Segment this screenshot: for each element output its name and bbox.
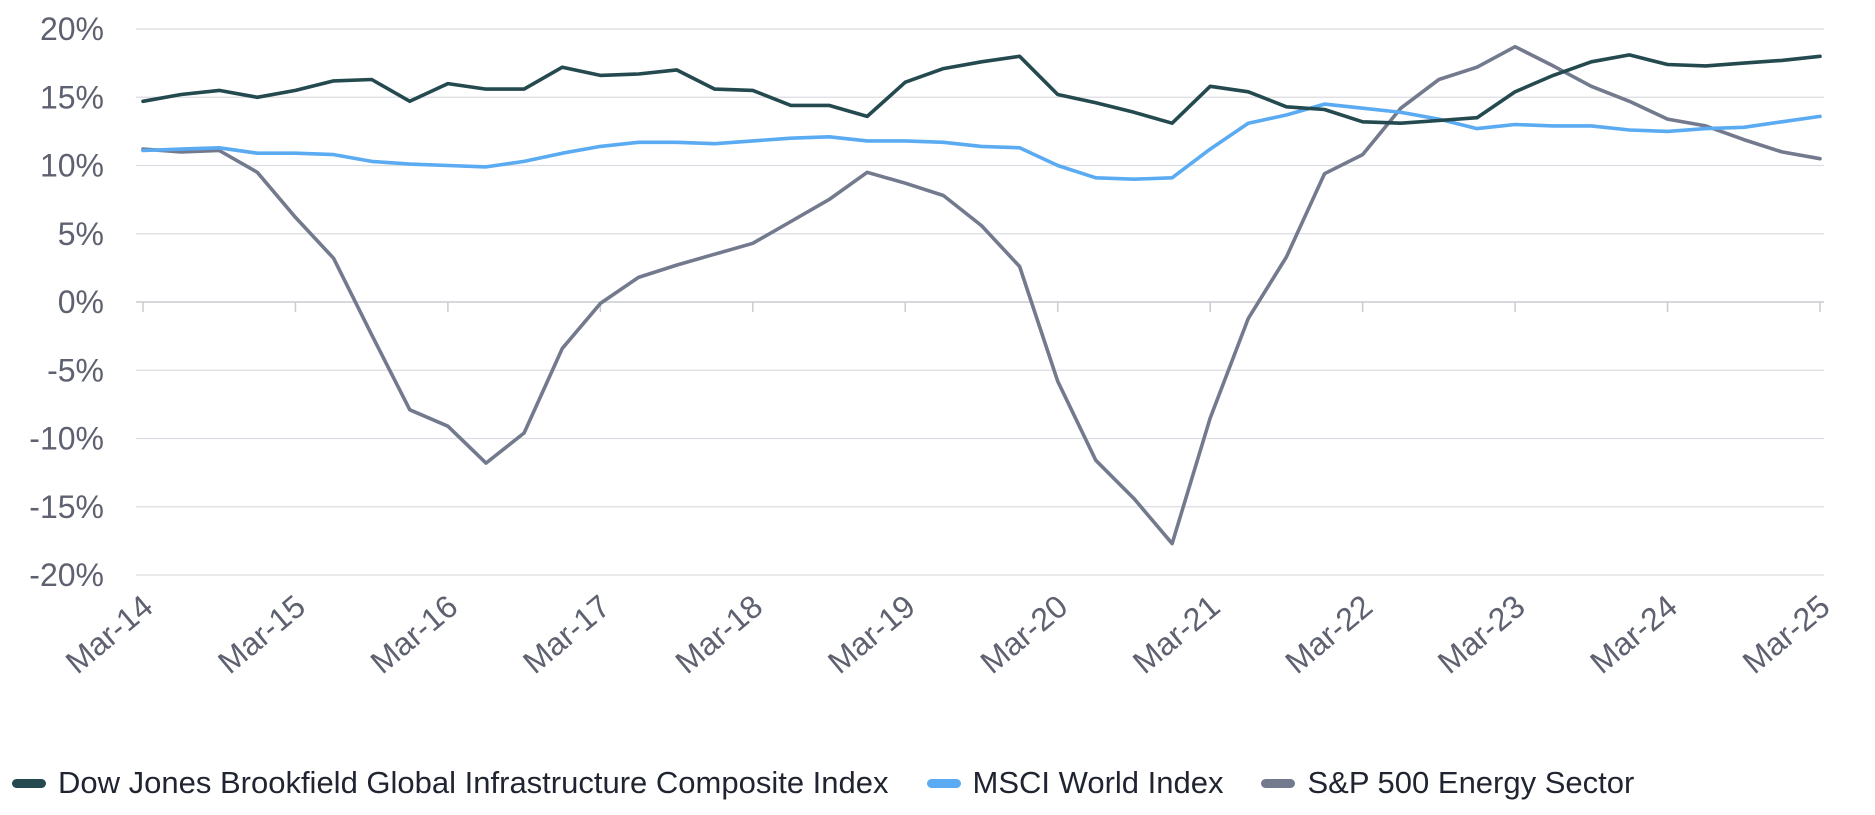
- y-tick-label: 10%: [40, 148, 104, 184]
- series-lines: [141, 44, 1822, 546]
- y-tick-label: 5%: [58, 216, 104, 252]
- x-tick-label: Mar-17: [516, 588, 617, 681]
- y-tick-label: -15%: [29, 489, 104, 525]
- legend-label-infrastructure: Dow Jones Brookfield Global Infrastructu…: [58, 765, 889, 800]
- legend-item-energy-sector: S&P 500 Energy Sector: [1261, 765, 1634, 801]
- x-tick-label: Mar-23: [1431, 588, 1532, 681]
- legend-label-msci-world: MSCI World Index: [972, 765, 1224, 800]
- y-axis-tick-labels: 20% 15% 10% 5% 0% -5% -10% -15% -20%: [29, 11, 104, 593]
- line-chart: 20%15%10%5%0%-5%-10%-15%-20% Mar-14 Mar-1…: [29, 11, 1837, 681]
- legend-swatch-infrastructure: [12, 778, 46, 788]
- legend-swatch-energy-sector: [1261, 778, 1296, 788]
- legend-item-msci-world: MSCI World Index: [926, 765, 1224, 801]
- x-tick-label: Mar-25: [1736, 588, 1837, 681]
- y-tick-label: -10%: [29, 421, 104, 457]
- gridlines: [136, 28, 1824, 576]
- y-tick-label: -20%: [29, 557, 104, 593]
- legend-swatch-msci-world: [926, 778, 961, 788]
- x-tick-label: Mar-21: [1126, 588, 1227, 681]
- y-tick-label: -5%: [47, 352, 104, 388]
- series-line-msci-world: [141, 102, 1822, 181]
- x-tick-label: Mar-16: [364, 588, 465, 681]
- x-tick-label: Mar-24: [1583, 588, 1684, 681]
- x-tick-label: Mar-14: [59, 588, 160, 681]
- y-tick-label: 0%: [58, 284, 104, 320]
- x-tick-label: Mar-22: [1278, 588, 1379, 681]
- series-line-infrastructure: [141, 53, 1822, 125]
- legend-label-energy-sector: S&P 500 Energy Sector: [1307, 765, 1635, 800]
- y-tick-label: 15%: [40, 79, 104, 115]
- legend: Dow Jones Brookfield Global Infrastructu…: [12, 758, 1872, 808]
- series-line-energy-sector: [141, 44, 1822, 546]
- x-axis: [142, 302, 1821, 312]
- x-tick-label: Mar-19: [821, 588, 922, 681]
- x-axis-tick-labels: Mar-14 Mar-15 Mar-16 Mar-17 Mar-18 Mar-19 Mar-…: [59, 588, 1837, 681]
- x-tick-label: Mar-15: [211, 588, 312, 681]
- x-tick-label: Mar-18: [669, 588, 770, 681]
- y-tick-label: 20%: [40, 11, 104, 47]
- legend-item-infrastructure: Dow Jones Brookfield Global Infrastructu…: [12, 765, 889, 801]
- x-tick-label: Mar-20: [973, 588, 1074, 681]
